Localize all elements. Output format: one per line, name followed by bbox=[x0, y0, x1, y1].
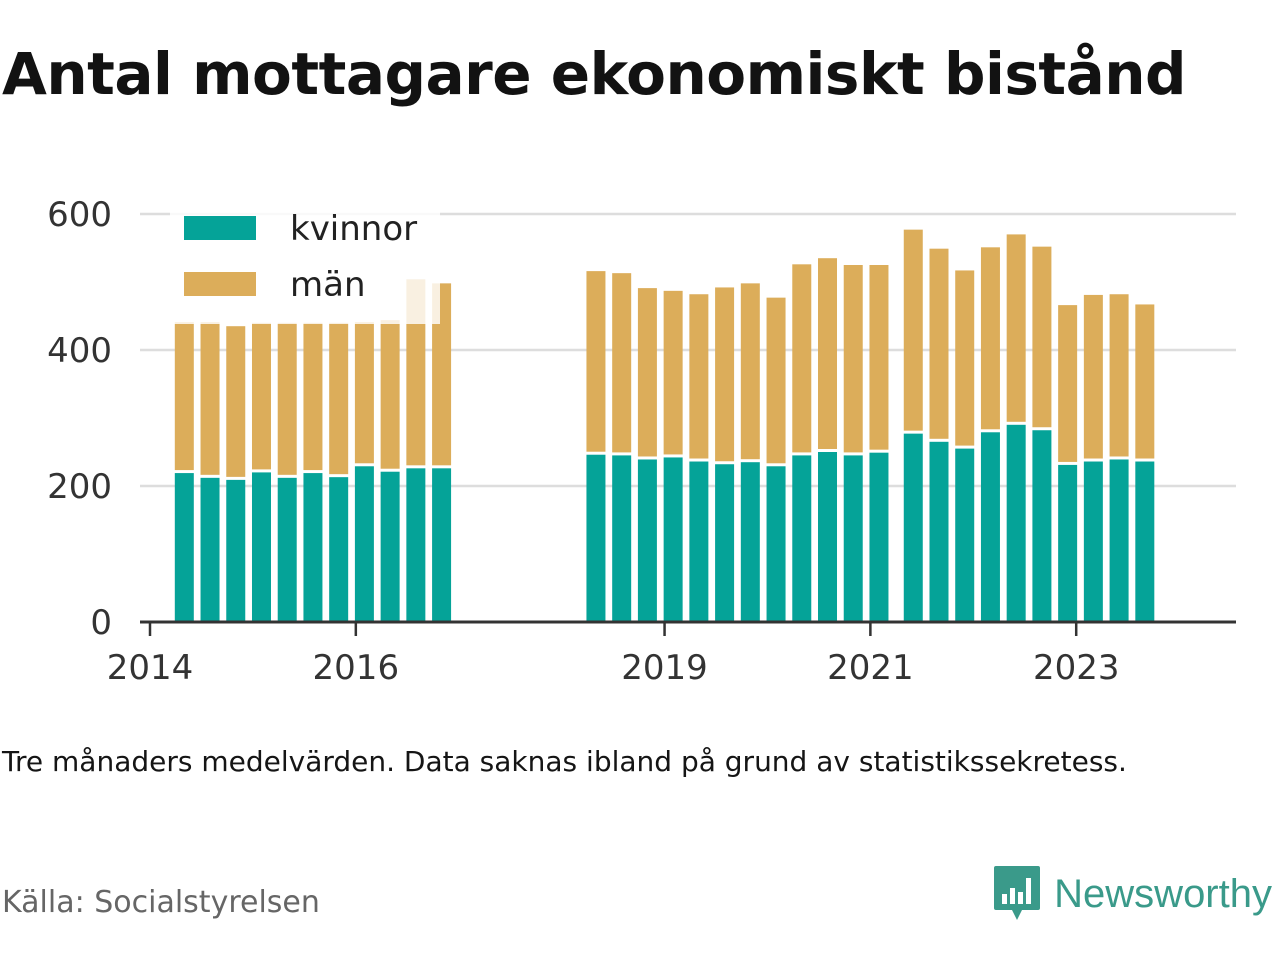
bar-man bbox=[1109, 294, 1129, 457]
bar-man bbox=[843, 265, 863, 453]
bar-man bbox=[980, 247, 1000, 430]
bar-kvinnor bbox=[818, 452, 838, 622]
bar-man bbox=[792, 264, 812, 453]
bar-kvinnor bbox=[380, 471, 400, 622]
y-tick-label: 0 bbox=[90, 603, 112, 643]
chart-title: Antal mottagare ekonomiskt bistånd bbox=[2, 40, 1187, 108]
bar-man bbox=[432, 283, 452, 466]
brand-name: Newsworthy bbox=[1054, 871, 1272, 916]
bar-kvinnor bbox=[766, 466, 786, 622]
y-axis-tick-labels: 0 200 400 600 bbox=[47, 195, 112, 643]
bar-man bbox=[200, 322, 220, 475]
x-tick-label: 2019 bbox=[621, 648, 708, 688]
bar-kvinnor bbox=[226, 479, 246, 622]
bar-man bbox=[277, 322, 297, 475]
bar-man bbox=[586, 271, 606, 452]
bar-kvinnor bbox=[663, 457, 683, 622]
bar-kvinnor bbox=[406, 468, 426, 622]
bar-man bbox=[663, 290, 683, 455]
y-tick-label: 600 bbox=[47, 195, 112, 235]
bar-kvinnor bbox=[277, 477, 297, 622]
bar-chart-speech-bubble-icon bbox=[994, 866, 1041, 920]
x-tick-label: 2023 bbox=[1033, 648, 1120, 688]
bar-kvinnor bbox=[637, 459, 657, 622]
bar-man bbox=[637, 288, 657, 457]
bar-man bbox=[329, 322, 349, 475]
bar-man bbox=[689, 294, 709, 459]
bar-man bbox=[226, 326, 246, 477]
bar-kvinnor bbox=[689, 461, 709, 622]
bar-kvinnor bbox=[354, 466, 374, 622]
bar-man bbox=[955, 270, 975, 446]
legend-label: män bbox=[290, 265, 366, 305]
bars bbox=[174, 229, 1155, 622]
bar-kvinnor bbox=[715, 464, 735, 622]
bar-kvinnor bbox=[1032, 430, 1052, 622]
bar-kvinnor bbox=[955, 448, 975, 622]
bar-man bbox=[869, 265, 889, 450]
legend-swatch bbox=[184, 272, 256, 296]
bar-kvinnor bbox=[929, 441, 949, 622]
bar-kvinnor bbox=[740, 462, 760, 622]
y-tick-label: 400 bbox=[47, 331, 112, 371]
bar-man bbox=[903, 229, 923, 431]
bar-man bbox=[715, 287, 735, 462]
newsworthy-logo: Newsworthy bbox=[992, 862, 1272, 926]
x-tick-label: 2021 bbox=[827, 648, 914, 688]
bar-kvinnor bbox=[980, 432, 1000, 622]
bar-kvinnor bbox=[843, 455, 863, 622]
bar-man bbox=[929, 248, 949, 439]
bar-kvinnor bbox=[792, 455, 812, 622]
bar-man bbox=[1135, 304, 1155, 459]
legend-swatch bbox=[184, 216, 256, 240]
x-axis: 2014 2016 2019 2021 2023 bbox=[107, 620, 1236, 688]
bar-man bbox=[1083, 294, 1103, 459]
bar-man bbox=[1058, 305, 1078, 462]
bar-man bbox=[818, 258, 838, 449]
bar-kvinnor bbox=[174, 473, 194, 622]
bar-kvinnor bbox=[303, 473, 323, 622]
y-tick-label: 200 bbox=[47, 467, 112, 507]
bar-man bbox=[251, 322, 271, 470]
bar-man bbox=[1032, 246, 1052, 428]
bar-kvinnor bbox=[329, 477, 349, 622]
bar-kvinnor bbox=[903, 433, 923, 622]
legend: kvinnor män bbox=[170, 204, 440, 324]
x-tick-label: 2014 bbox=[107, 648, 194, 688]
bar-man bbox=[303, 322, 323, 471]
bar-man bbox=[174, 322, 194, 471]
bar-kvinnor bbox=[1109, 459, 1129, 622]
stacked-bar-chart: 0 200 400 600 2014 2016 2019 2021 2023 kvinnor m… bbox=[47, 195, 1236, 688]
chart-note: Tre månaders medelvärden. Data saknas ib… bbox=[2, 745, 1127, 778]
bar-man bbox=[612, 273, 632, 453]
bar-kvinnor bbox=[869, 452, 889, 622]
bar-man bbox=[766, 297, 786, 464]
bar-man bbox=[380, 320, 400, 469]
bar-man bbox=[1006, 234, 1026, 422]
x-tick-label: 2016 bbox=[313, 648, 400, 688]
bar-kvinnor bbox=[432, 468, 452, 622]
bar-man bbox=[740, 283, 760, 460]
bar-kvinnor bbox=[1058, 464, 1078, 622]
legend-label: kvinnor bbox=[290, 209, 417, 249]
bar-man bbox=[354, 322, 374, 464]
source-text: Källa: Socialstyrelsen bbox=[2, 885, 320, 920]
bar-kvinnor bbox=[200, 477, 220, 622]
bar-man bbox=[406, 279, 426, 466]
bar-kvinnor bbox=[1083, 461, 1103, 622]
bar-kvinnor bbox=[251, 472, 271, 622]
bar-kvinnor bbox=[1006, 424, 1026, 622]
bar-kvinnor bbox=[612, 455, 632, 622]
bar-kvinnor bbox=[586, 454, 606, 622]
bar-kvinnor bbox=[1135, 461, 1155, 622]
